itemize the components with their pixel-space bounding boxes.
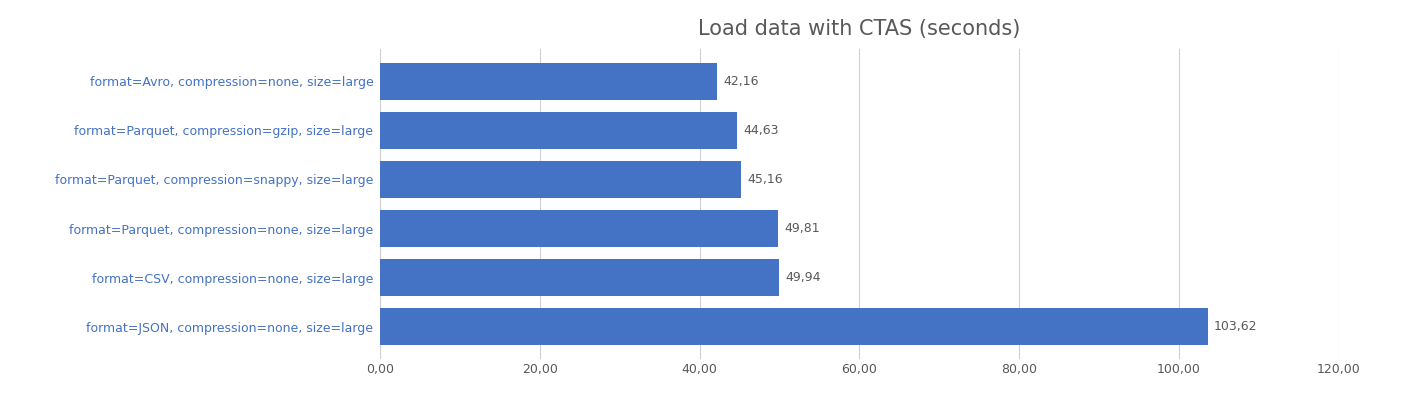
Bar xyxy=(380,210,778,247)
Text: 45,16: 45,16 xyxy=(747,173,783,186)
Text: 44,63: 44,63 xyxy=(743,124,779,137)
Bar xyxy=(380,63,717,100)
Bar xyxy=(380,112,737,149)
Bar xyxy=(380,308,1208,345)
Text: 103,62: 103,62 xyxy=(1215,320,1258,333)
Bar xyxy=(380,259,779,296)
Text: 49,94: 49,94 xyxy=(786,271,821,284)
Text: 49,81: 49,81 xyxy=(785,222,820,235)
Text: 42,16: 42,16 xyxy=(723,75,759,88)
Bar xyxy=(380,161,741,198)
Title: Load data with CTAS (seconds): Load data with CTAS (seconds) xyxy=(699,19,1020,39)
